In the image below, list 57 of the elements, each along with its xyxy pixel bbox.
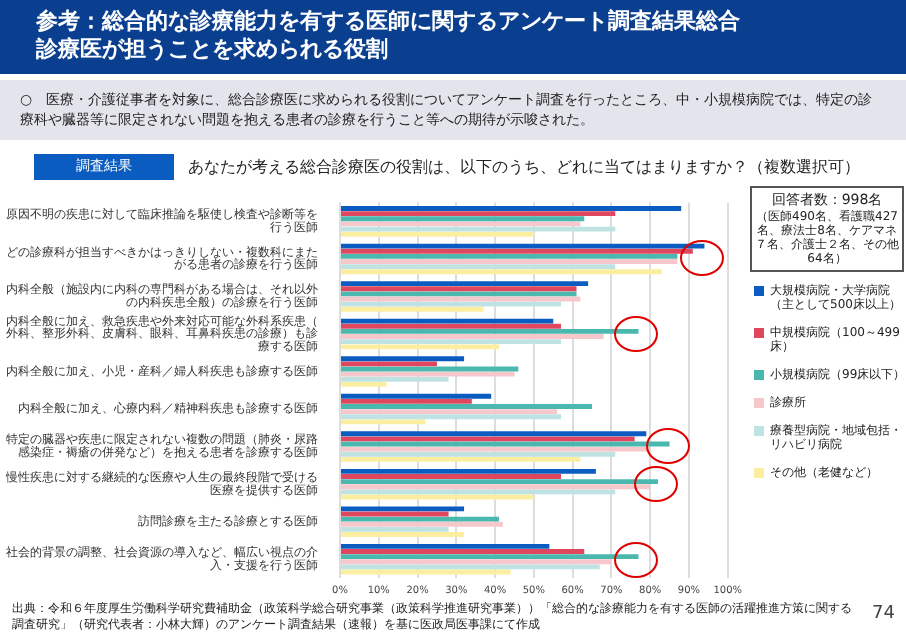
bar xyxy=(341,549,585,554)
bar xyxy=(341,301,561,307)
bar xyxy=(341,206,682,211)
bar xyxy=(341,516,499,522)
bar xyxy=(341,543,550,549)
bar xyxy=(341,248,693,254)
bar xyxy=(341,269,662,275)
bar xyxy=(341,468,596,474)
bar xyxy=(341,221,581,227)
bar xyxy=(341,243,705,249)
bar xyxy=(341,564,600,570)
bar xyxy=(341,231,534,237)
chart-title: 参考：総合的な診療能力を有する医師に関するアンケート調査結果総合診療医が担うことを求められる役割 xyxy=(0,0,906,74)
bar xyxy=(341,419,426,425)
bar xyxy=(341,479,658,485)
bar xyxy=(341,334,604,339)
text: 74 xyxy=(872,604,895,624)
bar xyxy=(341,226,616,232)
bar xyxy=(341,489,616,495)
bar xyxy=(341,446,651,452)
bar xyxy=(341,431,647,437)
bar xyxy=(341,526,449,532)
bar xyxy=(341,521,503,527)
bar xyxy=(341,371,515,377)
bar xyxy=(341,554,639,560)
bar xyxy=(341,259,678,264)
bar xyxy=(341,436,635,442)
bar xyxy=(341,318,554,324)
bar xyxy=(341,506,465,512)
bar xyxy=(341,264,616,270)
bar xyxy=(341,559,612,565)
bar xyxy=(341,361,437,367)
bar xyxy=(341,393,492,399)
bar xyxy=(341,281,589,287)
bar xyxy=(341,306,484,312)
text: あなたが考える総合診療医の役割は、以下のうち、どれに当てはまりますか？（複数選択可） xyxy=(188,156,860,180)
bar xyxy=(341,414,561,420)
bar xyxy=(341,376,449,382)
bar xyxy=(341,211,616,217)
bar xyxy=(341,253,678,259)
bar xyxy=(341,328,639,334)
bar xyxy=(341,356,465,362)
bar xyxy=(341,398,472,404)
bar xyxy=(341,474,561,479)
bar xyxy=(341,451,616,457)
bar xyxy=(341,286,577,292)
bar xyxy=(341,381,387,387)
bar xyxy=(341,339,561,345)
bar xyxy=(341,404,593,409)
bar xyxy=(341,291,577,297)
bar xyxy=(341,532,465,537)
bar xyxy=(341,409,558,415)
bar xyxy=(341,457,581,462)
bar xyxy=(341,216,585,222)
bar xyxy=(341,484,651,490)
bar xyxy=(341,323,561,329)
bar xyxy=(341,344,499,350)
